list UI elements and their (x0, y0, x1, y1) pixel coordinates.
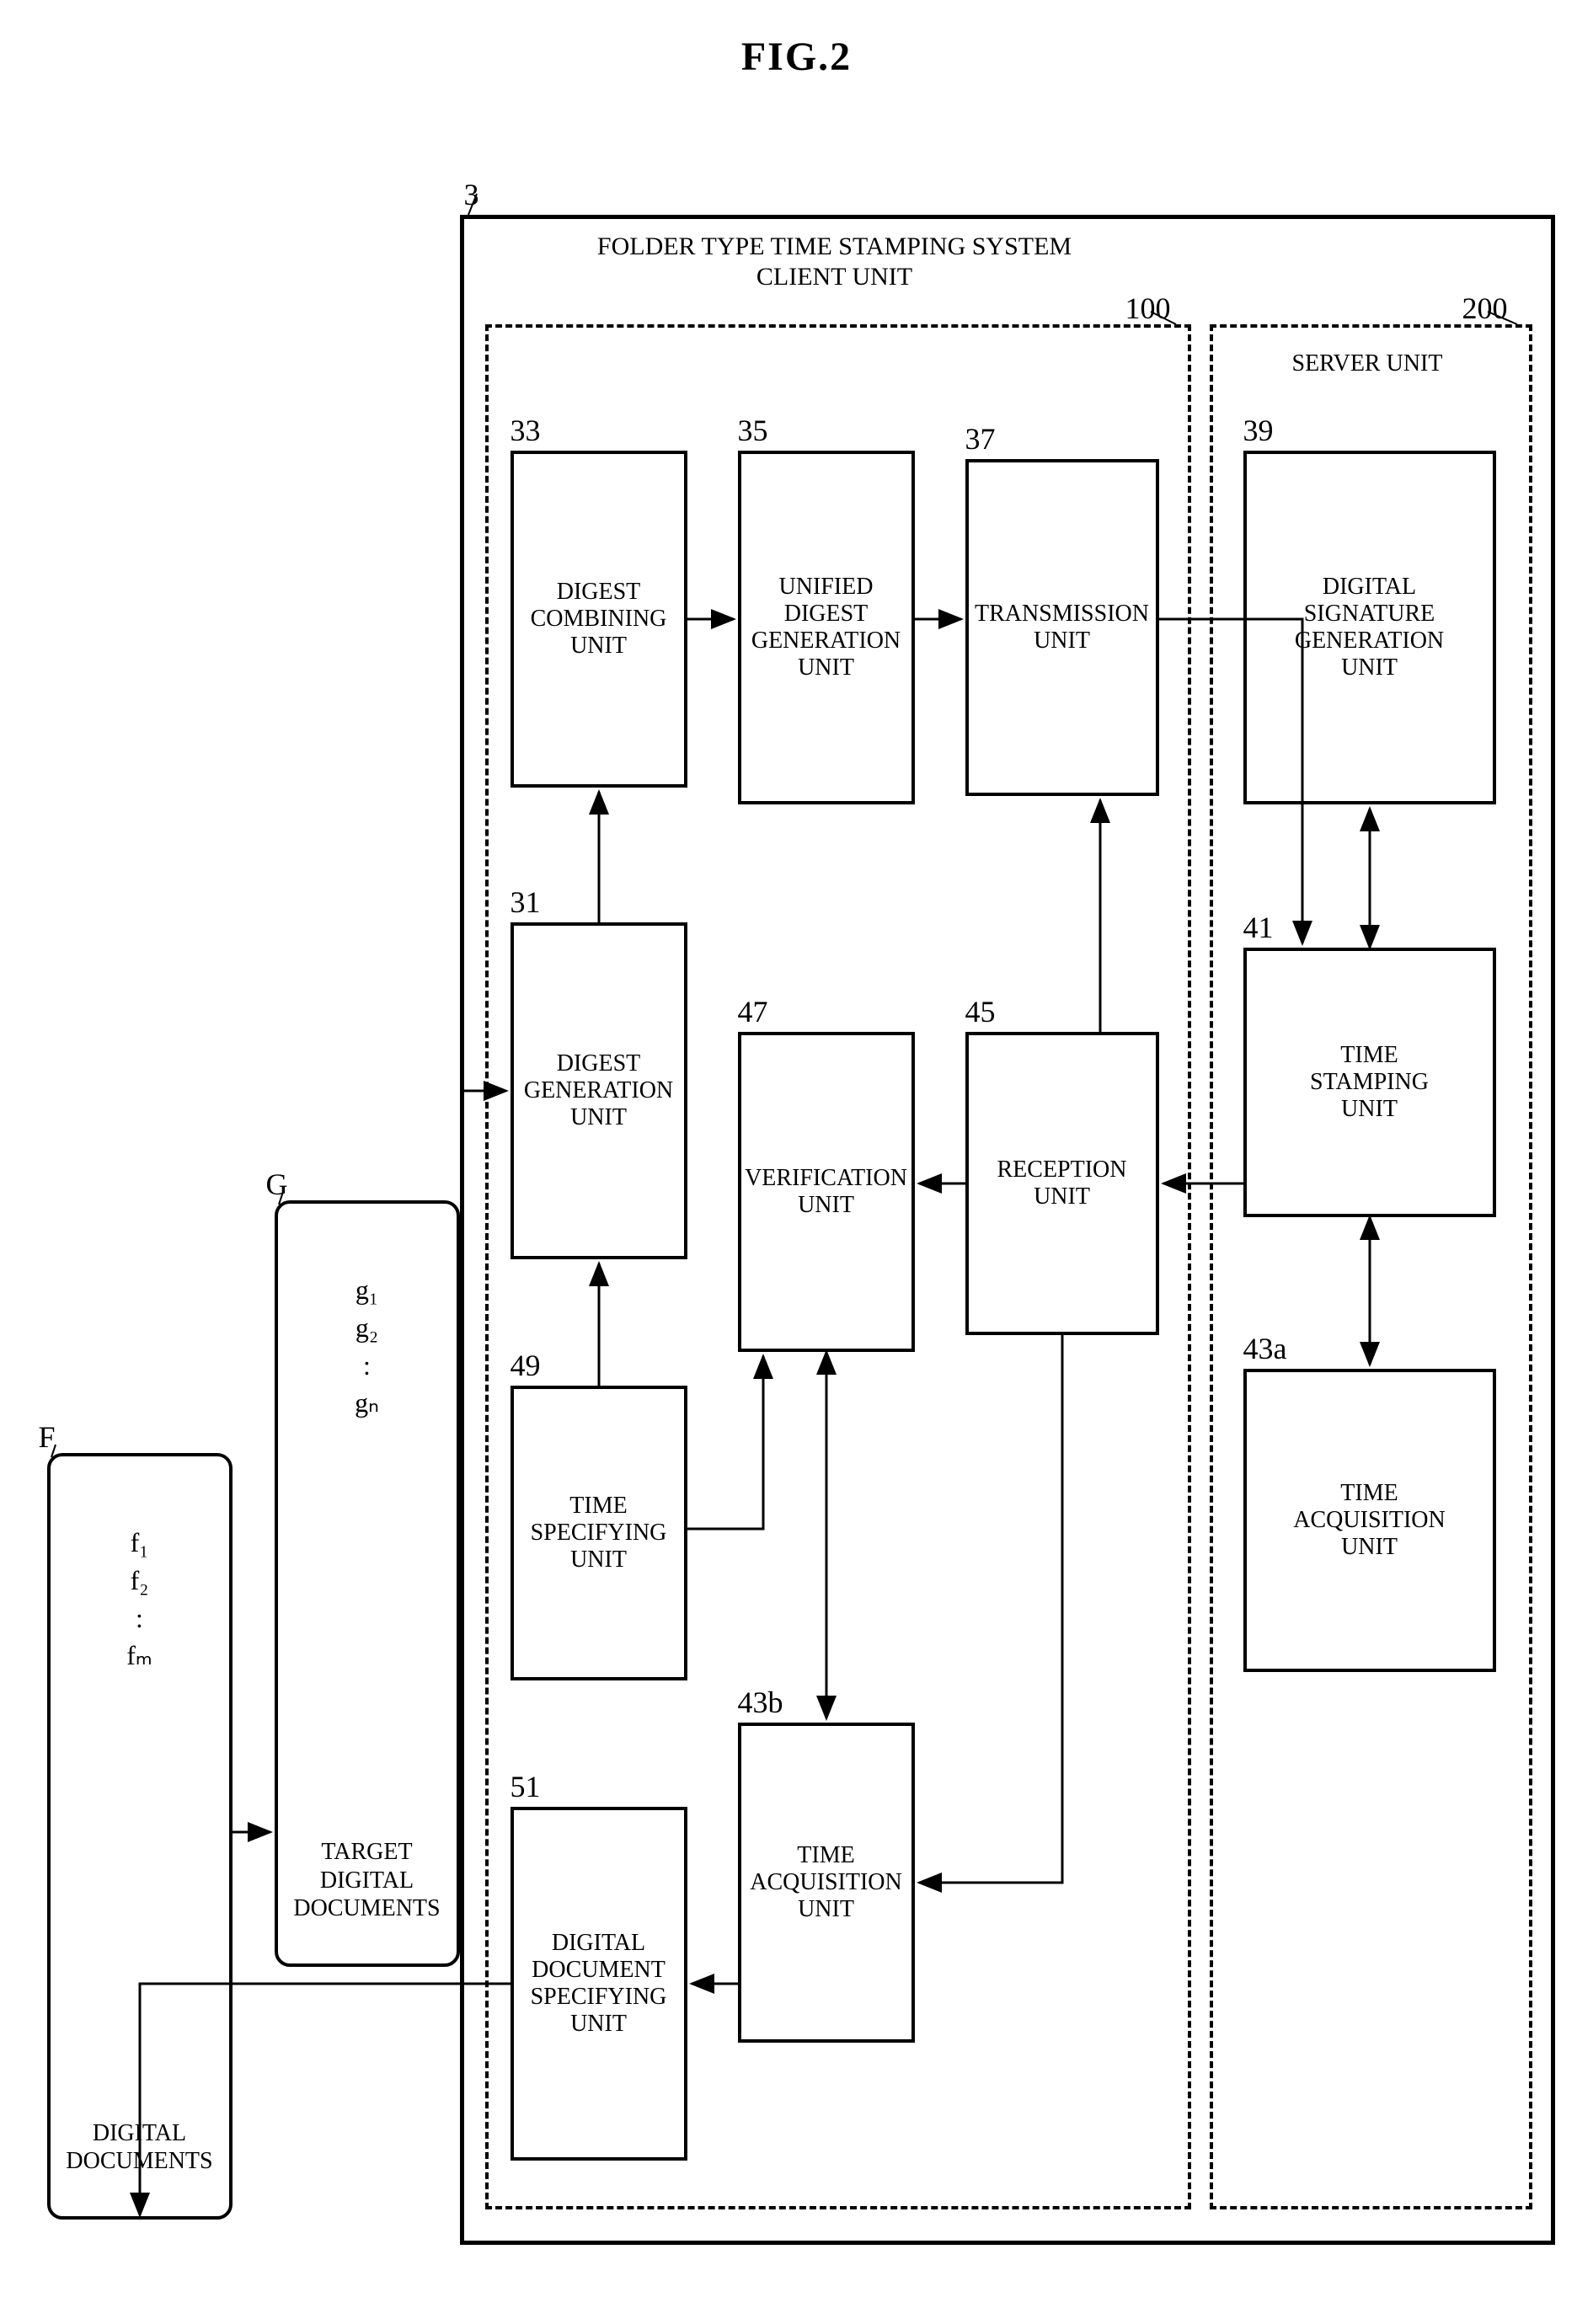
ref-time-stamping: 41 (1243, 910, 1274, 945)
server-title: SERVER UNIT (1210, 350, 1526, 378)
docs-f-list: f₁ f₂ : fₘ (126, 1524, 152, 1675)
time-acq-a-unit: TIME ACQUISITION UNIT (1243, 1369, 1496, 1672)
docs-g-list: g₁ g₂ : gₙ (355, 1271, 379, 1422)
reception-unit: RECEPTION UNIT (965, 1032, 1159, 1335)
ref-digest-combining: 33 (511, 413, 541, 448)
docs-g-item: g₂ (355, 1309, 379, 1347)
ref-digital-doc-specifying: 51 (511, 1769, 541, 1804)
docs-g-caption: TARGET DIGITAL DOCUMENTS (293, 1838, 440, 1923)
ref-client: 100 (1125, 291, 1171, 326)
figure-title: FIG.2 (34, 34, 1559, 80)
ref-digital-signature: 39 (1243, 413, 1274, 448)
docs-g-box: g₁ g₂ : gₙ TARGET DIGITAL DOCUMENTS (275, 1200, 460, 1967)
docs-g-item: : (355, 1347, 379, 1385)
system-title-line1: FOLDER TYPE TIME STAMPING SYSTEM (597, 232, 1072, 260)
docs-f-item: f₁ (126, 1524, 152, 1562)
ref-system: 3 (464, 177, 479, 212)
docs-f-box: f₁ f₂ : fₘ DIGITAL DOCUMENTS (47, 1453, 233, 2220)
verification-unit: VERIFICATION UNIT (738, 1032, 915, 1352)
docs-f-item: : (126, 1600, 152, 1637)
ref-verification: 47 (738, 994, 768, 1029)
ref-docs-f: F (39, 1419, 56, 1455)
diagram-container: 3 FOLDER TYPE TIME STAMPING SYSTEM CLIEN… (39, 105, 1555, 2253)
time-specifying-unit: TIME SPECIFYING UNIT (511, 1386, 687, 1680)
digital-signature-unit: DIGITAL SIGNATURE GENERATION UNIT (1243, 451, 1496, 804)
ref-time-specifying: 49 (511, 1348, 541, 1383)
time-acq-b-unit: TIME ACQUISITION UNIT (738, 1723, 915, 2043)
unified-digest-unit: UNIFIED DIGEST GENERATION UNIT (738, 451, 915, 804)
docs-f-item: f₂ (126, 1562, 152, 1600)
digital-doc-specifying-unit: DIGITAL DOCUMENT SPECIFYING UNIT (511, 1807, 687, 2161)
ref-time-acq-b: 43b (738, 1685, 783, 1720)
ref-server: 200 (1462, 291, 1508, 326)
system-title: FOLDER TYPE TIME STAMPING SYSTEM CLIENT … (485, 232, 1184, 292)
ref-time-acq-a: 43a (1243, 1331, 1287, 1366)
docs-g-item: g₁ (355, 1271, 379, 1309)
ref-unified-digest: 35 (738, 413, 768, 448)
transmission-unit: TRANSMISSION UNIT (965, 459, 1159, 796)
system-title-line2: CLIENT UNIT (756, 263, 912, 291)
digest-combining-unit: DIGEST COMBINING UNIT (511, 451, 687, 788)
digest-generation-unit: DIGEST GENERATION UNIT (511, 922, 687, 1259)
docs-g-item: gₙ (355, 1384, 379, 1422)
ref-docs-g: G (266, 1167, 288, 1202)
ref-reception: 45 (965, 994, 996, 1029)
ref-digest-generation: 31 (511, 884, 541, 920)
ref-transmission: 37 (965, 421, 996, 457)
docs-f-caption: DIGITAL DOCUMENTS (66, 2119, 212, 2176)
time-stamping-unit: TIME STAMPING UNIT (1243, 948, 1496, 1217)
docs-f-item: fₘ (126, 1637, 152, 1675)
